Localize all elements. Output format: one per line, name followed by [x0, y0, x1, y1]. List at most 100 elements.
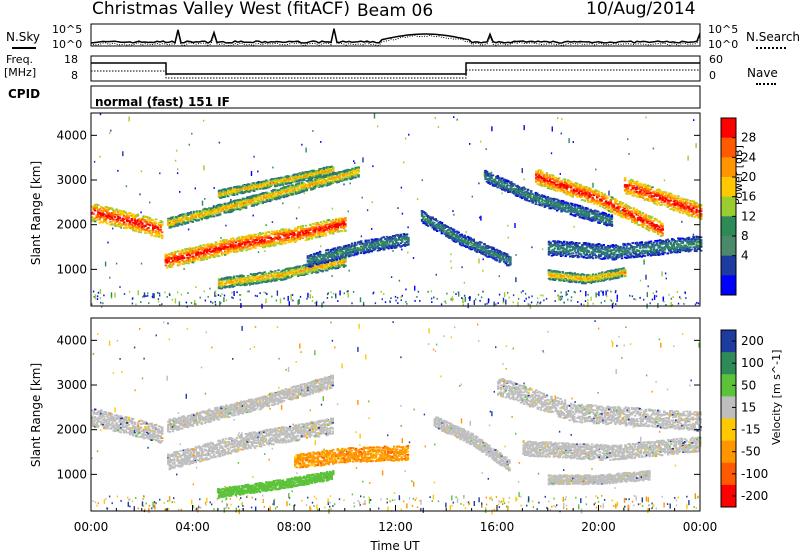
scatter-cell	[545, 297, 548, 300]
scatter-cell	[347, 292, 349, 298]
range-gate-cell	[184, 262, 187, 265]
scatter-cell	[521, 168, 523, 174]
scatter-cell	[353, 160, 355, 163]
range-gate-cell	[161, 235, 164, 238]
scatter-cell	[563, 301, 565, 304]
scatter-cell	[392, 250, 394, 252]
range-gate-cell	[169, 257, 172, 259]
scatter-cell	[110, 296, 113, 299]
scatter-cell	[171, 298, 173, 301]
range-gate-cell	[97, 215, 100, 217]
range-gate-cell	[179, 250, 183, 253]
scatter-cell	[396, 296, 399, 299]
scatter-cell	[362, 157, 364, 163]
scatter-cell	[407, 226, 409, 229]
range-gate-cell	[161, 224, 164, 226]
range-gate-cell	[113, 223, 117, 225]
range-gate-cell	[193, 259, 196, 262]
scatter-cell	[265, 224, 267, 227]
scatter-cell	[608, 190, 610, 196]
range-gate-cell	[127, 216, 130, 219]
range-gate-cell	[129, 223, 132, 226]
range-gate-cell	[202, 244, 205, 246]
range-gate-cell	[271, 184, 274, 186]
scatter-cell	[104, 261, 107, 267]
range-gate-cell	[138, 220, 141, 222]
scatter-cell	[477, 293, 480, 296]
scatter-cell	[561, 295, 563, 298]
range-gate-cell	[195, 257, 198, 260]
scatter-cell	[595, 292, 597, 298]
scatter-cell	[131, 298, 134, 300]
range-gate-cell	[324, 234, 327, 236]
scatter-cell	[92, 290, 95, 293]
scatter-cell	[651, 298, 654, 301]
scatter-cell	[152, 293, 154, 299]
range-gate-cell	[109, 206, 112, 209]
range-gate-cell	[92, 218, 95, 221]
scatter-cell	[469, 296, 471, 301]
scatter-cell	[298, 206, 300, 209]
range-gate-cell	[106, 206, 109, 209]
scatter-cell	[677, 302, 680, 305]
range-gate-cell	[144, 220, 147, 223]
scatter-cell	[502, 301, 504, 304]
range-gate-cell	[100, 216, 103, 219]
scatter-cell	[221, 293, 223, 295]
range-gate-cell	[156, 232, 159, 235]
scatter-cell	[183, 268, 185, 270]
range-gate-cell	[169, 253, 172, 256]
scatter-cell	[434, 117, 436, 119]
scatter-cell	[670, 297, 672, 300]
range-gate-cell	[97, 204, 100, 207]
range-gate-cell	[199, 247, 202, 250]
range-gate-cell	[145, 216, 149, 218]
scatter-cell	[462, 303, 465, 306]
range-gate-cell	[101, 207, 105, 209]
scatter-cell	[631, 295, 634, 298]
freq-tick-18: 18	[64, 53, 78, 66]
scatter-cell	[584, 300, 587, 302]
range-gate-cell	[150, 234, 153, 237]
range-gate-cell	[219, 248, 222, 251]
range-gate-cell	[213, 256, 216, 259]
scatter-cell	[349, 182, 351, 185]
scatter-cell	[635, 298, 637, 301]
range-gate-cell	[166, 266, 169, 269]
range-gate-cell	[103, 216, 106, 219]
scatter-cell	[231, 291, 233, 294]
range-gate-cell	[182, 252, 186, 255]
range-gate-cell	[205, 249, 209, 252]
range-gate-cell	[130, 226, 133, 229]
range-gate-cell	[161, 231, 164, 234]
scatter-cell	[433, 296, 435, 299]
range-gate-cell	[92, 208, 95, 211]
scatter-cell	[559, 297, 561, 300]
scatter-cell	[298, 298, 300, 304]
range-gate-cell	[127, 212, 130, 214]
scatter-cell	[590, 298, 592, 301]
range-gate-cell	[173, 252, 177, 255]
range-gate-cell	[207, 246, 210, 249]
scatter-cell	[142, 296, 144, 298]
scatter-cell	[401, 294, 403, 297]
range-gate-cell	[187, 247, 190, 250]
range-gate-cell	[156, 234, 159, 236]
scatter-cell	[452, 298, 454, 301]
noise-search-legend-line	[756, 47, 786, 49]
range-gate-cell	[138, 217, 141, 220]
scatter-cell	[491, 126, 493, 132]
range-gate-cell	[167, 258, 170, 261]
range-gate-cell	[170, 264, 174, 267]
range-gate-cell	[204, 249, 207, 252]
scatter-cell	[639, 279, 642, 282]
scatter-cell	[585, 291, 587, 296]
range-gate-cell	[164, 256, 167, 258]
scatter-cell	[91, 303, 93, 306]
scatter-cell	[440, 303, 443, 306]
scatter-cell	[143, 292, 146, 298]
range-gate-cell	[103, 219, 106, 222]
range-gate-cell	[307, 237, 311, 240]
range-gate-cell	[210, 245, 213, 248]
scatter-cell	[645, 274, 647, 280]
